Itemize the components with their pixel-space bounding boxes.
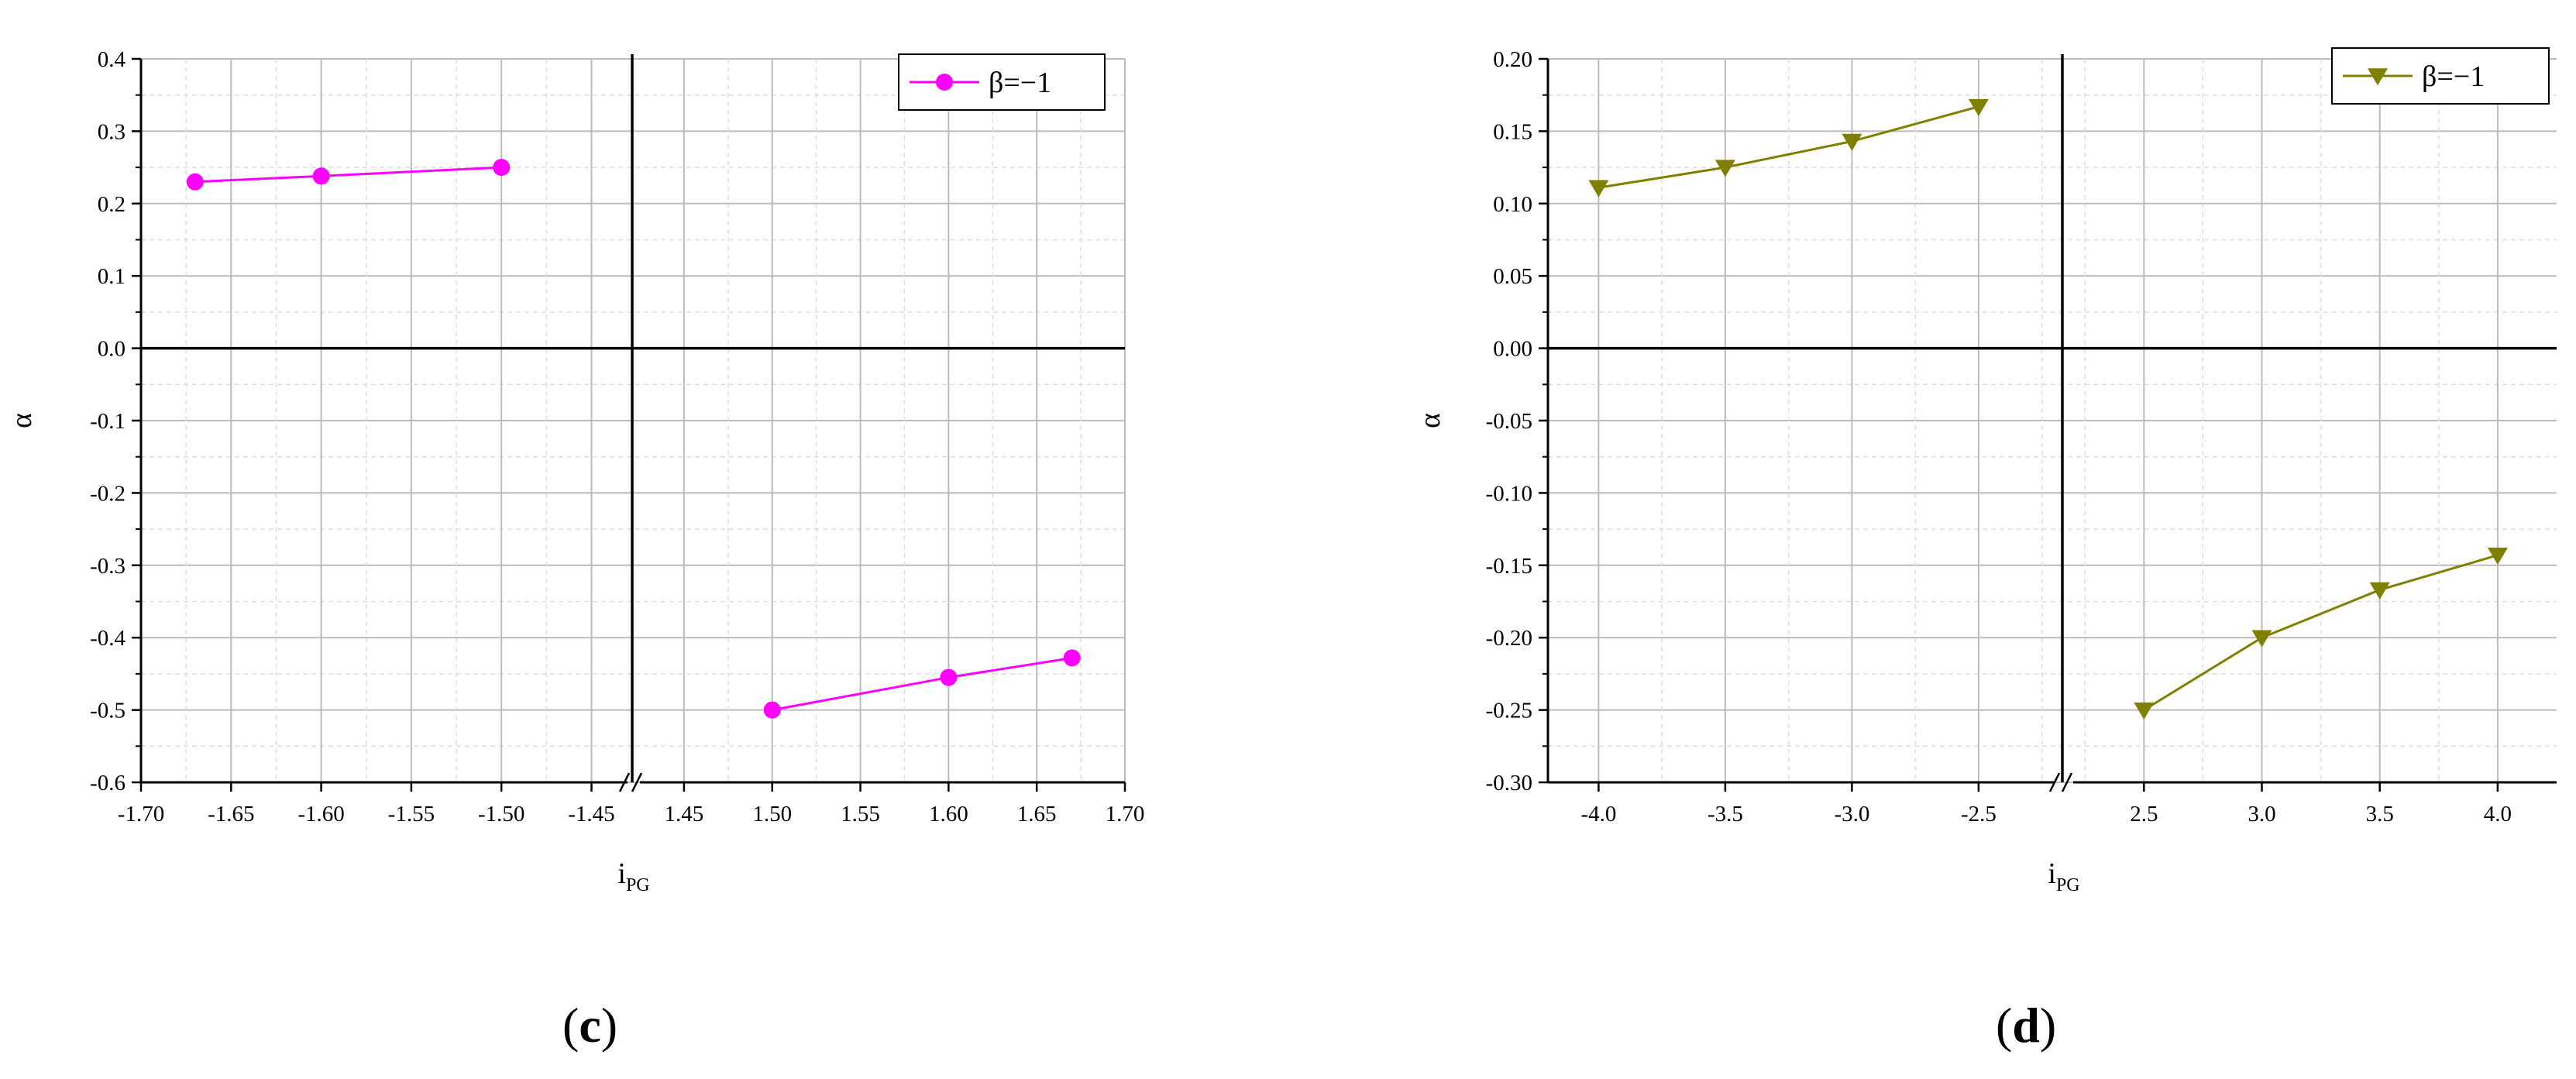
y-tick-label: 0.05 bbox=[1493, 264, 1532, 289]
y-tick-label: -0.25 bbox=[1486, 699, 1532, 723]
data-point bbox=[2251, 630, 2272, 648]
y-tick-label: 0.00 bbox=[1493, 337, 1532, 362]
y-ticks: 0.4 0.3 0.2 0.1 0.0 -0.1 -0.2 -0.3 -0.4 -0.5 -0.6 bbox=[90, 47, 141, 796]
y-ticks: 0.20 0.15 0.10 0.05 0.00 -0.05 -0.10 -0.15 -0.20… bbox=[1486, 47, 1548, 796]
x-axis-title-subscript: PG bbox=[626, 875, 650, 895]
y-tick-label: 0.20 bbox=[1493, 47, 1532, 72]
data-point bbox=[1714, 160, 1735, 177]
y-tick-label: 0.4 bbox=[98, 47, 126, 72]
legend-label: β=−1 bbox=[2422, 60, 2485, 93]
data-point bbox=[493, 159, 511, 177]
series-0 bbox=[1588, 98, 2508, 720]
chart-panel-d: 0.20 0.15 0.10 0.05 0.00 -0.05 -0.10 -0.15 -0.20… bbox=[1414, 47, 2557, 1053]
x-axis-title-main: i bbox=[2048, 857, 2056, 890]
x-tick-label: 1.50 bbox=[752, 802, 792, 826]
x-axis-title-main: i bbox=[617, 857, 626, 890]
data-point bbox=[763, 701, 781, 719]
x-tick-label: -1.70 bbox=[118, 802, 164, 826]
x-ticks: -4.0 -3.5 -3.0 -2.5 2.5 3.0 3.5 4.0 bbox=[1580, 782, 2512, 826]
y-tick-label: 0.3 bbox=[98, 119, 126, 144]
x-tick-label: 2.5 bbox=[2130, 802, 2158, 826]
x-tick-label: -4.0 bbox=[1580, 802, 1616, 826]
x-tick-label: -3.0 bbox=[1834, 802, 1869, 826]
data-point bbox=[1063, 649, 1081, 667]
x-ticks: -1.70 -1.65 -1.60 -1.55 -1.50 -1.45 1.45 1.50 1.… bbox=[118, 782, 1145, 826]
panel-label: (c) bbox=[562, 998, 617, 1053]
x-tick-label: 3.5 bbox=[2366, 802, 2394, 826]
series-line bbox=[1598, 105, 1979, 189]
legend: β=−1 bbox=[898, 53, 1106, 111]
y-tick-label: -0.5 bbox=[90, 699, 126, 723]
x-axis-title-subscript: PG bbox=[2056, 875, 2080, 895]
data-point bbox=[2487, 547, 2508, 565]
data-point bbox=[1968, 98, 1989, 116]
panel-label-open: ( bbox=[562, 998, 579, 1053]
x-tick-label: 1.45 bbox=[665, 802, 704, 826]
x-tick-label: -2.5 bbox=[1961, 802, 1996, 826]
axis-break-mark bbox=[2048, 772, 2061, 792]
axes bbox=[139, 54, 1125, 792]
panel-label-close: ) bbox=[2040, 998, 2056, 1053]
data-point bbox=[2369, 582, 2390, 600]
grid bbox=[1548, 58, 2557, 783]
axes bbox=[1546, 54, 2557, 792]
axis-break-mark bbox=[631, 772, 643, 792]
series-line bbox=[2143, 554, 2499, 711]
x-tick-label: 3.0 bbox=[2248, 802, 2275, 826]
panel-label-letter: c bbox=[579, 998, 600, 1053]
y-tick-label: -0.1 bbox=[90, 409, 126, 434]
x-tick-label: 1.55 bbox=[841, 802, 880, 826]
panel-label-open: ( bbox=[1996, 998, 2012, 1053]
x-tick-label: 4.0 bbox=[2484, 802, 2512, 826]
y-axis-title: α bbox=[1414, 413, 1446, 428]
x-tick-label: -1.45 bbox=[568, 802, 614, 826]
legend-marker bbox=[936, 74, 953, 91]
data-point bbox=[2134, 702, 2155, 720]
x-tick-label: 1.65 bbox=[1017, 802, 1057, 826]
y-tick-label: -0.6 bbox=[90, 771, 126, 796]
y-tick-label: -0.2 bbox=[90, 481, 126, 506]
y-tick-label: -0.05 bbox=[1486, 409, 1532, 434]
y-tick-label: 0.1 bbox=[98, 264, 126, 289]
panel-label: (d) bbox=[1996, 998, 2056, 1053]
y-tick-label: 0.10 bbox=[1493, 192, 1532, 217]
panel-label-letter: d bbox=[2012, 998, 2040, 1053]
x-tick-label: 1.70 bbox=[1106, 802, 1145, 826]
y-tick-label: -0.3 bbox=[90, 554, 126, 579]
chart-panel-c: 0.40.30.20.10.0-0.1-0.2-0.3-0.4-0.5-0.6-… bbox=[5, 47, 1144, 1053]
x-tick-label: -1.60 bbox=[297, 802, 344, 826]
x-tick-label: -1.55 bbox=[388, 802, 435, 826]
legend: β=−1 bbox=[2331, 47, 2550, 105]
legend-label: β=−1 bbox=[989, 67, 1051, 99]
series-line bbox=[194, 166, 502, 184]
data-point bbox=[186, 173, 204, 191]
x-tick-label: -1.65 bbox=[208, 802, 254, 826]
x-tick-label: -3.5 bbox=[1708, 802, 1743, 826]
axis-break-mark bbox=[2061, 772, 2073, 792]
series-line bbox=[772, 656, 1072, 712]
y-tick-label: -0.10 bbox=[1486, 481, 1532, 506]
data-point bbox=[1842, 133, 1862, 151]
y-tick-label: -0.30 bbox=[1486, 771, 1532, 796]
y-tick-label: -0.4 bbox=[90, 626, 126, 651]
x-tick-label: 1.60 bbox=[929, 802, 968, 826]
y-tick-label: -0.20 bbox=[1486, 626, 1532, 651]
y-tick-label: 0.0 bbox=[98, 337, 126, 362]
data-point bbox=[940, 668, 958, 686]
series-0 bbox=[186, 159, 1081, 719]
y-tick-label: 0.15 bbox=[1493, 119, 1532, 144]
data-point bbox=[1588, 180, 1609, 198]
axis-break-mark bbox=[618, 772, 631, 792]
y-axis-title: α bbox=[5, 413, 38, 428]
legend-marker bbox=[2368, 68, 2388, 86]
y-tick-label: -0.15 bbox=[1486, 554, 1532, 579]
y-tick-label: 0.2 bbox=[98, 192, 126, 217]
x-axis-title: iPG bbox=[2048, 857, 2079, 895]
x-tick-label: -1.50 bbox=[478, 802, 524, 826]
panel-label-close: ) bbox=[601, 998, 617, 1053]
data-point bbox=[312, 167, 330, 185]
x-axis-title: iPG bbox=[617, 857, 649, 895]
